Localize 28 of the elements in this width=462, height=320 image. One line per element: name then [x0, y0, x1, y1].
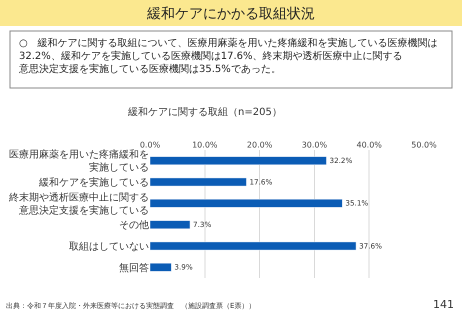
bar	[150, 263, 172, 272]
data-label: 37.6%	[359, 241, 382, 250]
data-label: 3.9%	[174, 262, 193, 272]
y-tick-label: 医療用麻薬を用いた疼痛緩和を実施している	[9, 148, 149, 174]
data-label: 17.6%	[249, 177, 272, 186]
data-label: 35.1%	[345, 198, 368, 208]
x-tick-label: 50.0%	[411, 140, 438, 150]
chart-title: 緩和ケアにかかる取組状況	[146, 6, 315, 22]
bar	[150, 220, 190, 229]
bar	[150, 178, 247, 186]
x-tick-label: 10.0%	[192, 140, 218, 150]
data-label: 32.2%	[329, 156, 352, 165]
bar	[150, 199, 343, 208]
bar	[150, 156, 327, 165]
y-tick-label: 終末期や透析医療中止に関する意思決定支援を実施している	[8, 191, 149, 216]
y-tick-label: その他	[119, 219, 149, 232]
x-tick-label: 20.0%	[246, 140, 273, 150]
x-tick-label: 0.0%	[140, 140, 161, 150]
x-axis-title: 緩和ケアに関する取組（n=205）	[127, 106, 282, 118]
x-tick-label: 30.0%	[302, 140, 328, 150]
y-tick-label: 緩和ケアを実施している	[38, 176, 149, 188]
data-label: 7.3%	[193, 220, 212, 229]
y-tick-label: 取組はしていない	[69, 242, 149, 252]
y-tick-label: 無回答	[119, 262, 149, 274]
x-tick-label: 40.0%	[356, 140, 382, 150]
text: 141	[433, 298, 454, 311]
chart-subtitle: ○ 緩和ケアに関する取組について、医療用麻薬を用いた疼痛緩和を実施している医療機関は32.2%、緩和ケアを実施している医療機関は17.6%、終末期や透析医療中止に関する意思決定支援を実施している医療機関は35.5%であった。	[18, 37, 438, 75]
bar	[150, 242, 356, 250]
